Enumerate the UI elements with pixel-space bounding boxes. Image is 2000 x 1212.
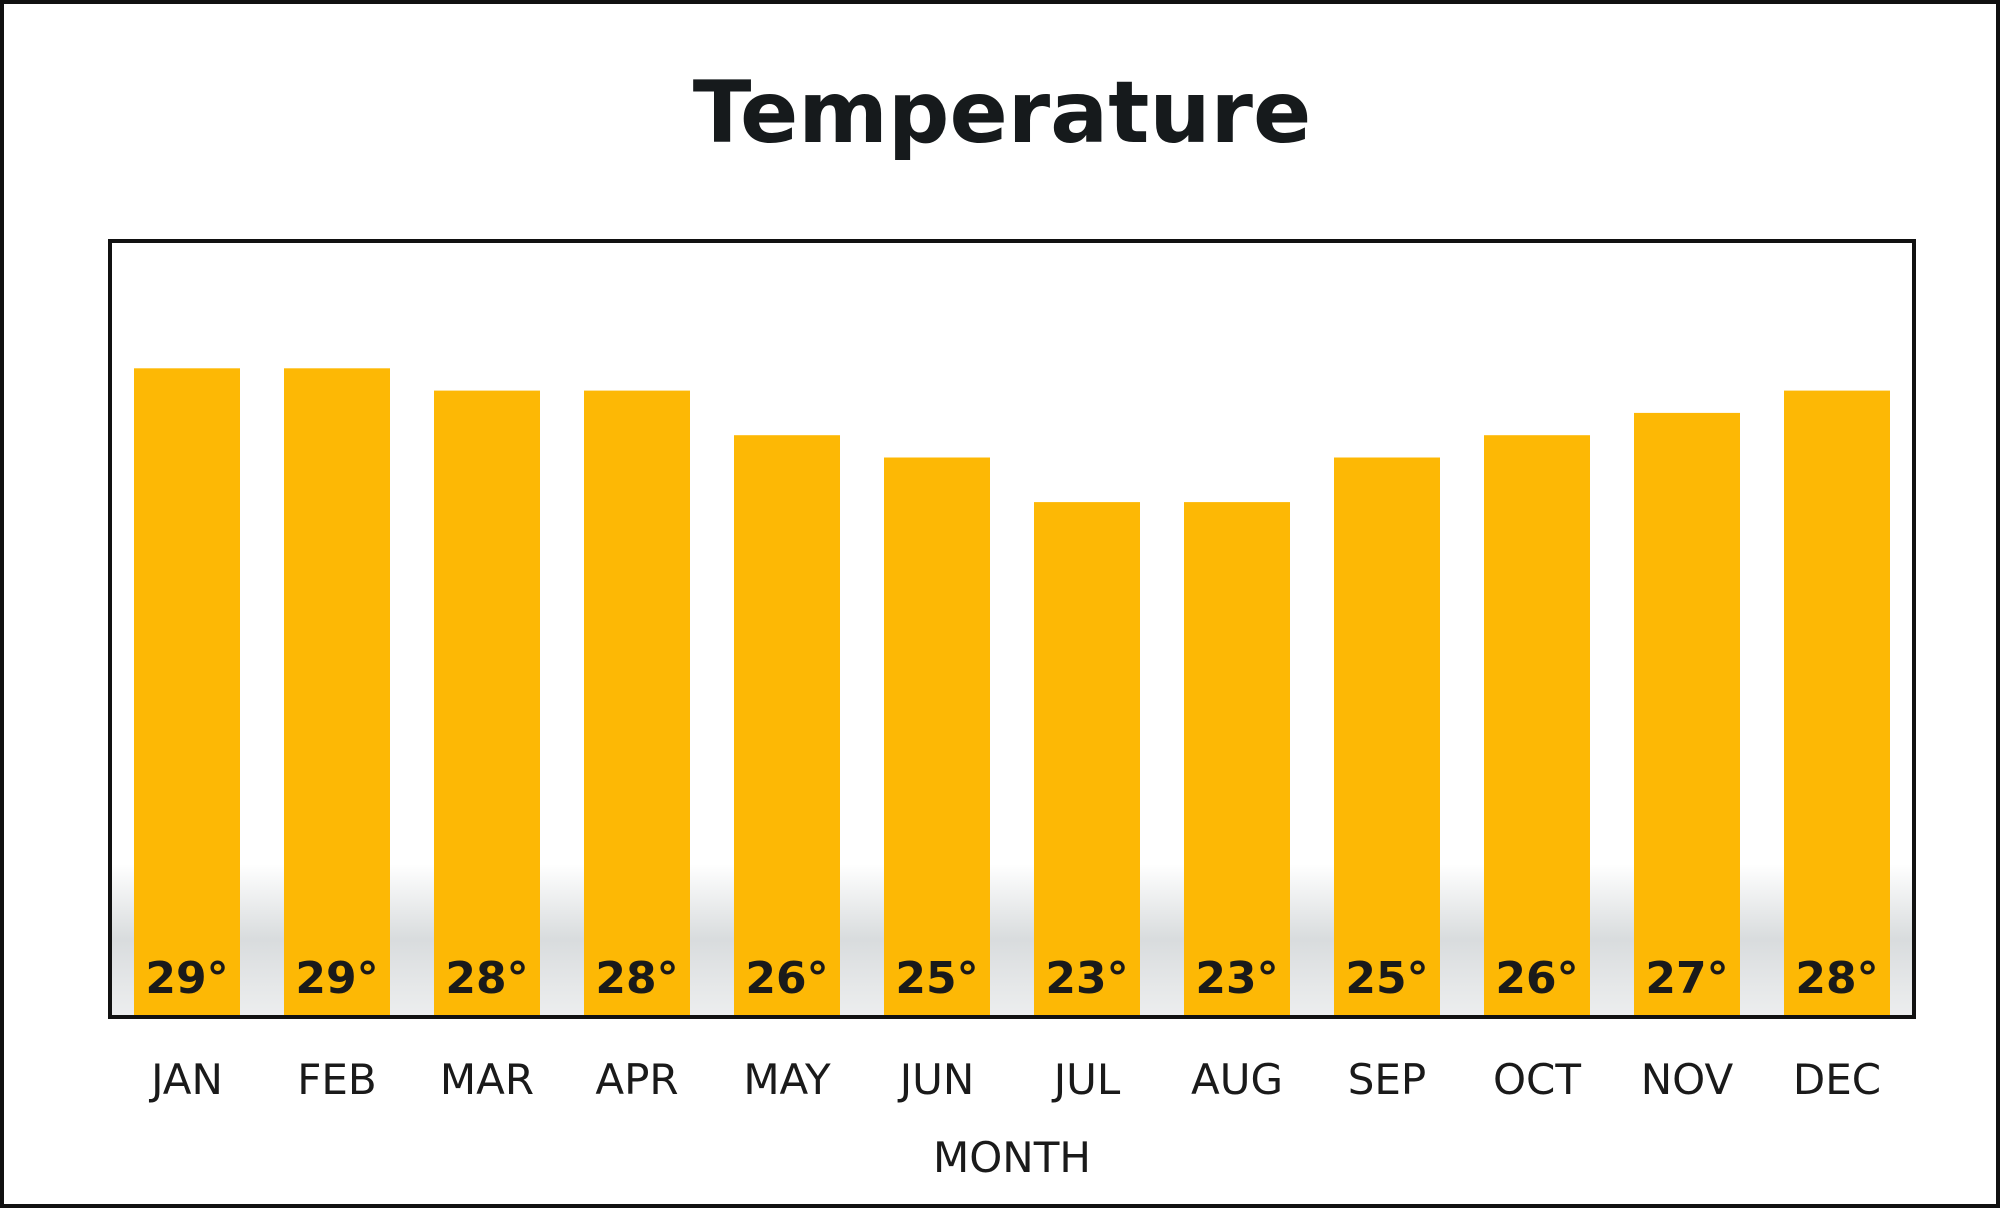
bar-oct: [1484, 435, 1590, 1015]
data-label-dec: 28°: [1795, 953, 1878, 1004]
data-labels: 29° 29° 28° 28° 26° 25° 23° 23° 25° 26° 27° 28°: [145, 953, 1878, 1004]
x-tick-dec: DEC: [1793, 1055, 1881, 1104]
bar-mar: [434, 390, 540, 1016]
bar-dec: [1784, 390, 1890, 1016]
data-label-sep: 25°: [1345, 953, 1428, 1004]
data-label-apr: 28°: [595, 953, 678, 1004]
chart-title: Temperature: [693, 63, 1312, 163]
bar-apr: [584, 390, 690, 1016]
plot-border: [108, 239, 1916, 1019]
x-tick-aug: AUG: [1191, 1055, 1283, 1104]
data-label-oct: 26°: [1495, 953, 1578, 1004]
data-label-jul: 23°: [1045, 953, 1128, 1004]
data-label-jun: 25°: [895, 953, 978, 1004]
x-tick-feb: FEB: [297, 1055, 377, 1104]
data-label-jan: 29°: [145, 953, 228, 1004]
x-tick-may: MAY: [743, 1055, 831, 1104]
x-tick-nov: NOV: [1641, 1055, 1734, 1104]
data-label-nov: 27°: [1645, 953, 1728, 1004]
x-axis-label: MONTH: [933, 1133, 1091, 1182]
temperature-bar-chart: Temperature 29° 29° 28° 28° 26° 25° 23° 23° 25° 2…: [108, 63, 1916, 1182]
bar-jan: [134, 368, 240, 1015]
bar-aug: [1184, 502, 1290, 1016]
data-label-mar: 28°: [445, 953, 528, 1004]
plot-floor-shading: [112, 864, 1912, 1015]
bar-jun: [884, 457, 990, 1015]
x-tick-sep: SEP: [1348, 1055, 1427, 1104]
x-axis-ticks: JAN FEB MAR APR MAY JUN JUL AUG SEP OCT NOV DEC: [148, 1055, 1881, 1104]
data-label-feb: 29°: [295, 953, 378, 1004]
x-tick-apr: APR: [595, 1055, 678, 1104]
x-tick-oct: OCT: [1493, 1055, 1581, 1104]
x-tick-jun: JUN: [897, 1055, 975, 1104]
bar-may: [734, 435, 840, 1015]
bar-nov: [1634, 412, 1740, 1015]
bar-series: [134, 368, 1890, 1016]
data-label-aug: 23°: [1195, 953, 1278, 1004]
bar-sep: [1334, 457, 1440, 1015]
data-label-may: 26°: [745, 953, 828, 1004]
x-tick-jan: JAN: [148, 1055, 223, 1104]
x-tick-jul: JUL: [1051, 1055, 1121, 1104]
bar-feb: [284, 368, 390, 1015]
bar-jul: [1034, 502, 1140, 1016]
x-tick-mar: MAR: [440, 1055, 534, 1104]
